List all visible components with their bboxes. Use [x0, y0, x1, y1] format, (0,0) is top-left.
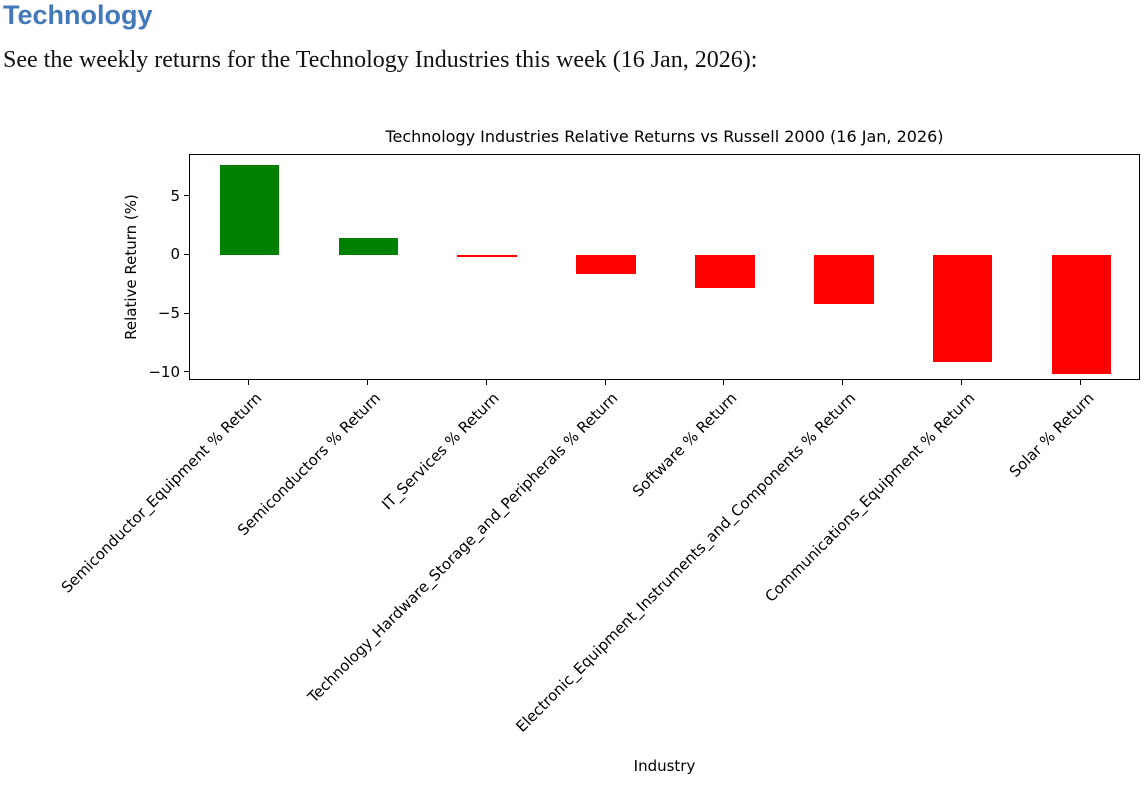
x-tick-label: Solar % Return [1005, 389, 1098, 481]
y-tick-label: 0 [170, 245, 180, 264]
x-tick-label: Semiconductors % Return [233, 389, 385, 540]
y-tick-label: 5 [170, 186, 180, 205]
x-tick-mark [1080, 380, 1082, 385]
intro-text: See the weekly returns for the Technolog… [3, 47, 758, 73]
chart-bar-6 [932, 255, 993, 363]
x-axis-label: Industry [633, 757, 696, 775]
chart-bar-1 [338, 237, 399, 256]
y-tick-mark [184, 312, 189, 314]
chart-bar-7 [1051, 255, 1112, 374]
chart-bar-3 [576, 255, 636, 275]
y-tick-mark [184, 371, 189, 373]
y-axis-label: Relative Return (%) [122, 194, 140, 340]
x-tick-label: Semiconductor_Equipment % Return [57, 389, 266, 597]
x-tick-mark [723, 380, 725, 385]
x-tick-mark [366, 380, 368, 385]
x-tick-label: Software % Return [629, 389, 741, 501]
y-tick-label: −10 [148, 362, 180, 381]
y-tick-mark [184, 195, 189, 197]
x-tick-mark [961, 380, 963, 385]
x-tick-mark [247, 380, 249, 385]
chart-bar-5 [814, 255, 874, 304]
x-tick-mark [604, 380, 606, 385]
y-tick-mark [184, 253, 189, 255]
x-tick-mark [842, 380, 844, 385]
chart-title: Technology Industries Relative Returns v… [385, 127, 944, 146]
y-tick-label: −5 [157, 304, 180, 323]
chart-bar-0 [219, 164, 280, 256]
x-tick-label: Communications_Equipment % Return [761, 389, 979, 606]
plot-area [189, 154, 1140, 380]
section-heading: Technology [3, 0, 153, 30]
chart-bar-4 [695, 255, 755, 289]
chart-bar-2 [457, 255, 517, 257]
x-tick-mark [485, 380, 487, 385]
x-tick-label: IT_Services % Return [378, 389, 503, 514]
